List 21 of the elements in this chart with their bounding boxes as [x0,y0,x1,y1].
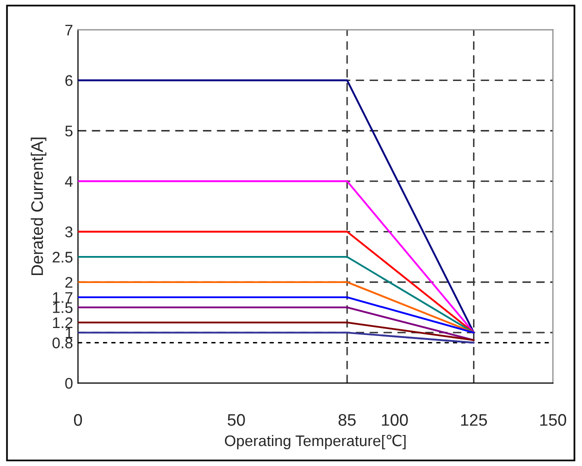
y-tick-label: 7 [65,24,72,36]
x-tick-label: 150 [540,414,566,426]
y-tick-label: 2 [65,276,72,288]
x-tick-label: 125 [461,414,487,426]
y-tick-label: 3 [65,226,72,238]
y-tick-label: 0 [65,378,73,389]
y-tick-label: 1.5 [53,302,72,314]
x-axis-title: Operating Temperature[℃] [224,434,406,450]
y-tick-label: 4 [64,176,73,187]
y-tick-label: 1.7 [53,292,72,303]
y-tick-label: 6 [65,75,72,86]
y-tick-label: 1 [66,328,72,338]
y-tick-label: 1.2 [53,317,72,328]
y-axis-title: Derated Current[A] [30,138,46,276]
x-tick-label: 0 [74,414,82,426]
x-tick-label: 85 [338,414,356,426]
y-tick-label: 2.5 [52,252,72,263]
x-tick-label: 50 [228,414,245,426]
y-tick-label: 0.8 [52,338,72,348]
y-tick-label: 5 [65,126,72,136]
x-tick-label: 100 [382,414,408,426]
